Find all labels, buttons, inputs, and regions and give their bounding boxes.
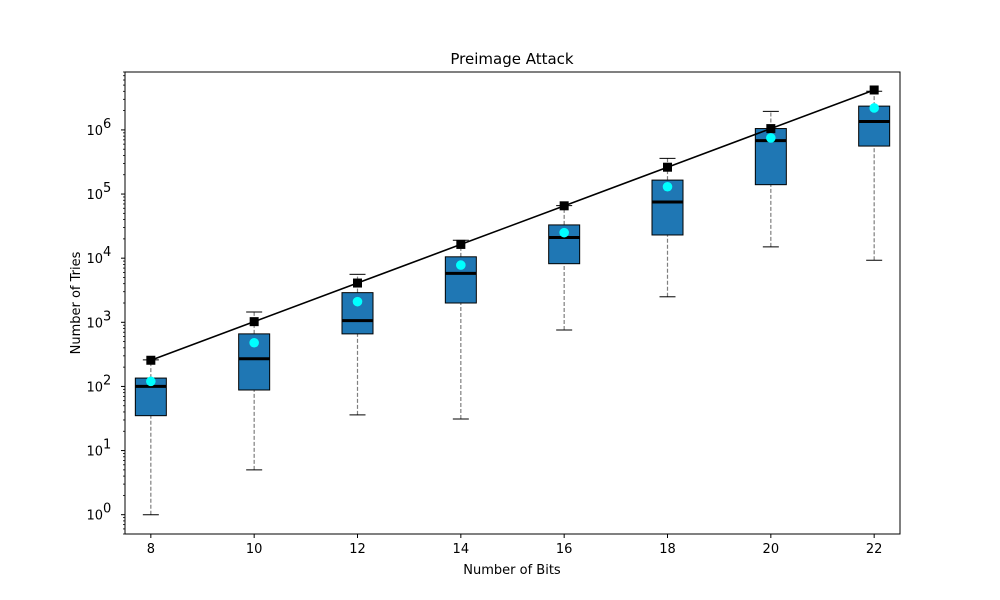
mean-marker — [249, 337, 259, 348]
expected-marker — [146, 355, 156, 365]
x-tick-label: 22 — [866, 542, 883, 557]
x-tick-label: 18 — [659, 542, 676, 557]
x-tick-label: 12 — [349, 542, 366, 557]
x-tick-label: 8 — [147, 542, 155, 557]
mean-marker — [456, 260, 466, 270]
y-axis-title: Number of Tries — [69, 251, 84, 354]
y-tick-exponent: 6 — [103, 117, 111, 132]
x-axis: 8 10 12 14 16 18 20 22 — [147, 534, 883, 557]
box-12 — [341, 273, 374, 416]
expected-line — [150, 89, 875, 362]
box-iqr — [858, 105, 891, 147]
expected-marker — [766, 124, 776, 134]
y-tick-exponent: 4 — [103, 245, 111, 260]
expected-marker — [353, 278, 362, 288]
y-tick-exponent: 2 — [103, 373, 111, 388]
mean-marker — [766, 133, 776, 143]
y-tick-label: 10 — [86, 380, 103, 395]
x-tick-label: 16 — [556, 542, 573, 557]
mean-marker — [146, 376, 156, 387]
y-tick-exponent: 1 — [103, 438, 111, 453]
expected-marker — [663, 162, 672, 172]
box-22 — [858, 90, 891, 261]
y-tick-exponent: 3 — [103, 309, 111, 324]
expected-marker — [869, 85, 879, 95]
x-tick-label: 10 — [246, 542, 263, 557]
box-iqr — [341, 292, 374, 335]
chart-title: Preimage Attack — [450, 50, 574, 68]
expected-marker — [249, 317, 259, 327]
x-tick-label: 20 — [763, 542, 780, 557]
box-10 — [238, 311, 271, 471]
y-tick-label: 10 — [86, 188, 103, 203]
x-axis-title: Number of Bits — [463, 563, 561, 578]
box-20 — [754, 110, 787, 248]
expected-marker — [456, 239, 466, 249]
x-tick-label: 14 — [453, 542, 470, 557]
y-tick-label: 10 — [86, 316, 103, 331]
mean-series — [146, 103, 879, 387]
mean-marker — [662, 181, 673, 192]
box-iqr — [754, 128, 787, 186]
mean-marker — [352, 296, 363, 307]
expected-series — [146, 85, 879, 365]
y-tick-label: 10 — [86, 445, 103, 460]
box-18 — [651, 157, 684, 298]
expected-marker — [559, 201, 569, 211]
y-tick-exponent: 0 — [103, 502, 111, 517]
y-tick-label: 10 — [86, 252, 103, 267]
mean-marker — [869, 103, 879, 113]
box-16 — [548, 205, 581, 331]
y-tick-label: 10 — [86, 509, 103, 524]
plot-area — [134, 85, 891, 516]
y-tick-label: 10 — [86, 124, 103, 139]
mean-marker — [559, 227, 569, 238]
y-tick-exponent: 5 — [103, 181, 111, 196]
